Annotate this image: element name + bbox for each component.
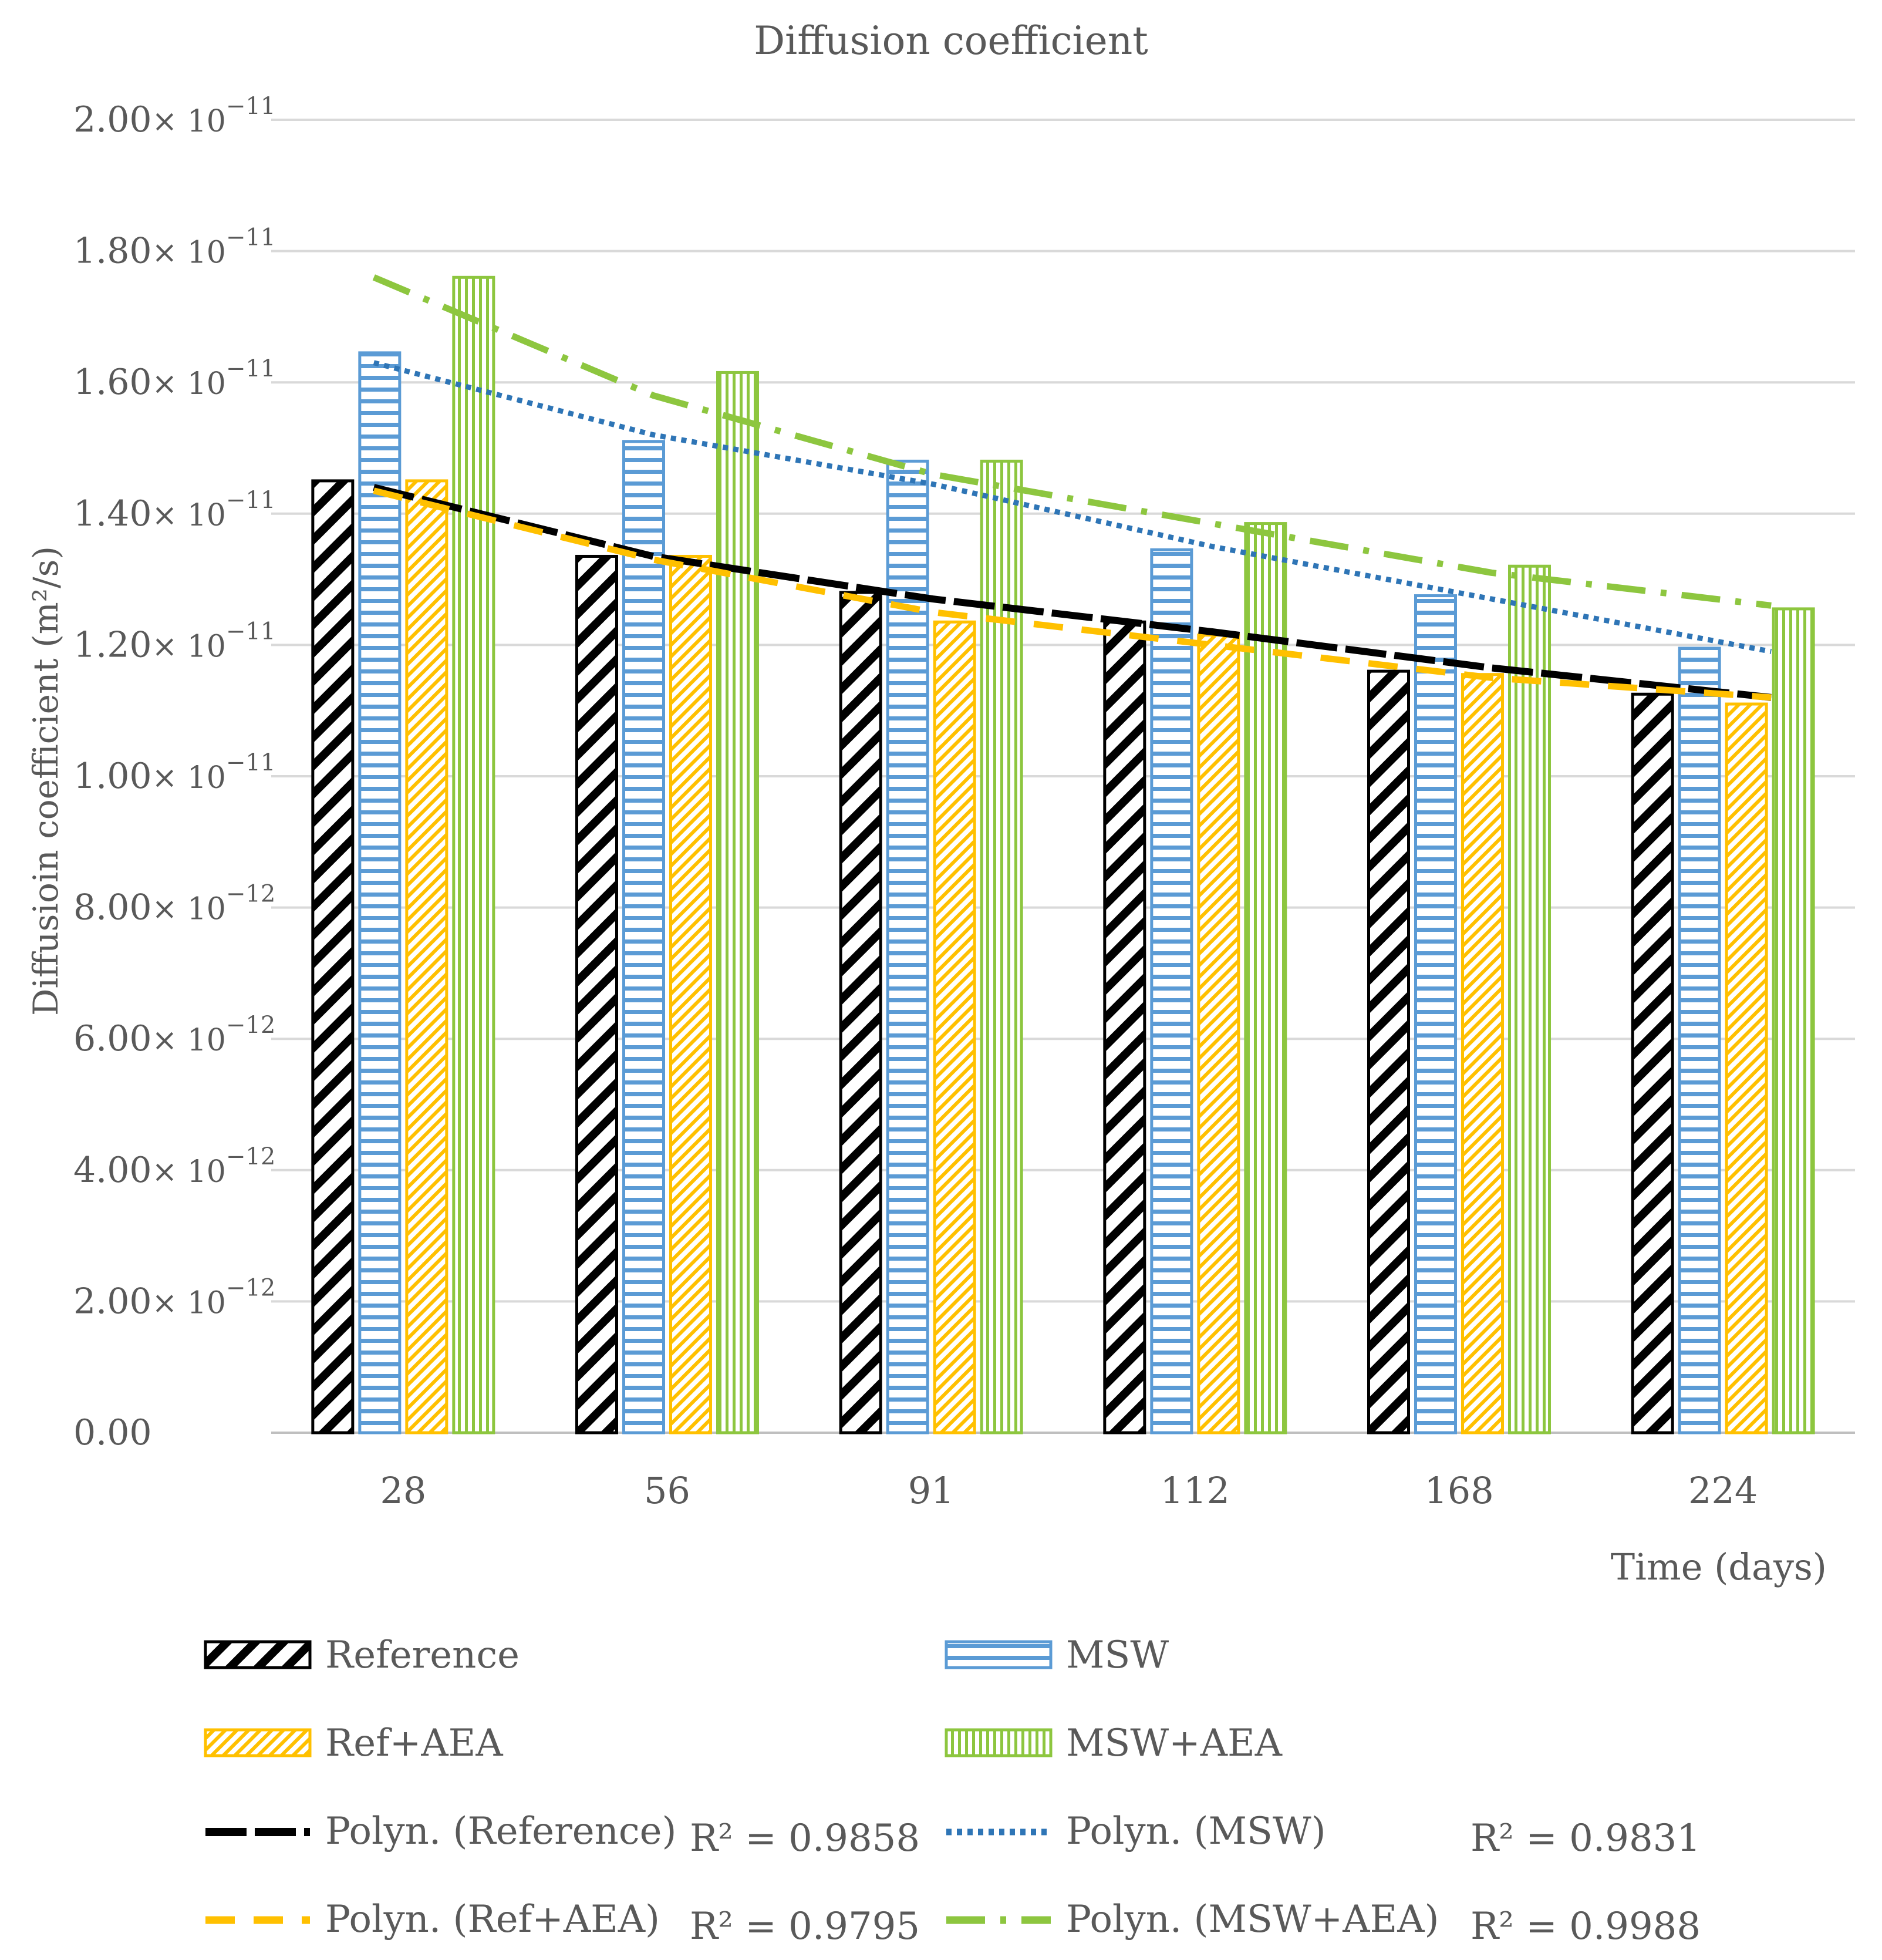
y-tick-label: 8.00× 10−12 <box>73 881 275 928</box>
gridlines <box>271 119 1855 1434</box>
bar-reference-91 <box>839 591 882 1434</box>
legend-trend-label: Polyn. (Reference) <box>325 1810 677 1853</box>
bar-msw-56 <box>622 440 665 1434</box>
x-tick-labels: 28 56 91 112 168 224 <box>380 1469 1758 1512</box>
x-tick-label: 56 <box>644 1469 690 1512</box>
bar-ref-aea-91 <box>933 620 976 1434</box>
r-squared-label: R² = 0.9831 <box>1470 1817 1701 1860</box>
trendlines <box>372 274 1772 701</box>
y-tick-label: 4.00× 10−12 <box>73 1143 275 1191</box>
y-tick-label: 1.80× 10−11 <box>73 224 275 272</box>
legend-trend-label: Polyn. (MSW) <box>1066 1810 1326 1853</box>
bar-msw-aea-168 <box>1508 564 1551 1434</box>
legend-swatch <box>945 1640 1053 1669</box>
y-tick-label: 1.00× 10−11 <box>73 749 275 797</box>
y-tick-label: 1.60× 10−11 <box>73 355 275 403</box>
y-tick-label: 0.00 <box>73 1412 152 1453</box>
legend-label: Reference <box>325 1634 520 1677</box>
bar-msw-aea-56 <box>716 371 759 1434</box>
legend-trend-label: Polyn. (MSW+AEA) <box>1066 1898 1439 1941</box>
bar-reference-224 <box>1631 692 1674 1434</box>
legend-swatch <box>204 1640 312 1669</box>
x-tick-label: 224 <box>1688 1469 1758 1512</box>
bar-msw-28 <box>358 351 402 1434</box>
legend-swatch <box>945 1728 1053 1757</box>
x-tick-label: 112 <box>1161 1469 1230 1512</box>
bar-msw-224 <box>1678 646 1721 1434</box>
bar-ref-aea-56 <box>669 554 712 1434</box>
bar-msw-91 <box>886 459 929 1434</box>
x-tick-label: 28 <box>380 1469 426 1512</box>
trendline-polyn-ref-aea <box>373 487 1772 701</box>
x-tick-label: 168 <box>1424 1469 1493 1512</box>
y-tick-label: 2.00× 10−12 <box>73 1274 275 1322</box>
bar-reference-168 <box>1367 669 1410 1434</box>
bar-ref-aea-28 <box>405 479 448 1434</box>
y-tick-label: 1.40× 10−11 <box>73 487 275 534</box>
bar-msw-168 <box>1414 594 1457 1434</box>
legend-swatch <box>204 1728 312 1757</box>
legend-label: Ref+AEA <box>325 1722 503 1765</box>
legend-label: MSW+AEA <box>1066 1722 1283 1765</box>
bar-msw-112 <box>1150 548 1193 1434</box>
y-tick-label: 2.00× 10−11 <box>73 93 275 140</box>
x-tick-label: 91 <box>908 1469 955 1512</box>
bar-msw-aea-112 <box>1244 522 1287 1434</box>
y-axis-label: Diffusioin coefficient (m²/s) <box>26 546 66 1016</box>
bar-msw-aea-28 <box>452 275 495 1434</box>
x-axis-label: Time (days) <box>1611 1545 1827 1588</box>
bar-reference-28 <box>311 479 355 1434</box>
legend-label: MSW <box>1066 1634 1169 1677</box>
r-squared-label: R² = 0.9795 <box>690 1905 920 1948</box>
trendline-polyn-msw-aea <box>372 274 1772 609</box>
y-tick-labels: 0.00 2.00× 10−12 4.00× 10−12 6.00× 10−12 8.0… <box>73 93 275 1453</box>
legend: Reference MSW Ref+AEA MSW+AEA Polyn. (Refere… <box>204 1634 1701 1948</box>
bar-ref-aea-112 <box>1197 634 1240 1434</box>
bar-reference-56 <box>575 554 618 1434</box>
bar-ref-aea-224 <box>1725 702 1768 1434</box>
bar-reference-112 <box>1103 620 1146 1434</box>
trendline-polyn-reference <box>373 484 1772 701</box>
bar-msw-aea-224 <box>1772 607 1815 1434</box>
y-tick-label: 6.00× 10−12 <box>73 1012 275 1059</box>
y-tick-label: 1.20× 10−11 <box>73 618 275 665</box>
chart-title: Diffusion coefficient <box>754 18 1148 63</box>
r-squared-label: R² = 0.9858 <box>690 1817 920 1860</box>
legend-trend-label: Polyn. (Ref+AEA) <box>325 1898 660 1941</box>
r-squared-label: R² = 0.9988 <box>1470 1905 1701 1948</box>
bars <box>311 275 1815 1434</box>
bar-ref-aea-168 <box>1461 673 1504 1434</box>
